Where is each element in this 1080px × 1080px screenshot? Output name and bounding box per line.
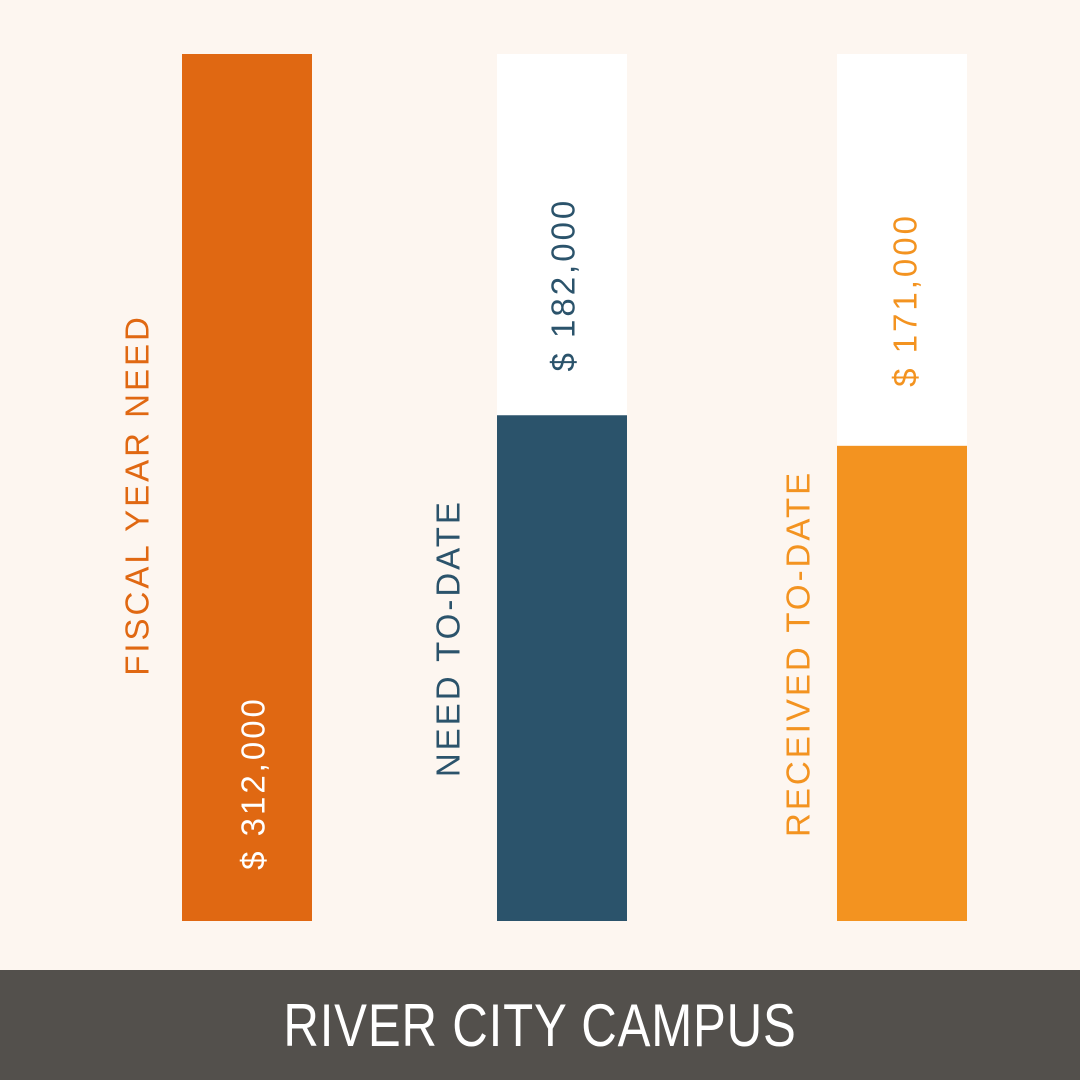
- value-label: $ 171,000: [887, 213, 924, 387]
- category-label: NEED TO-DATE: [430, 499, 467, 777]
- value-label: $ 312,000: [235, 696, 272, 870]
- category-label: FISCAL YEAR NEED: [119, 314, 156, 676]
- bar: [182, 54, 312, 921]
- campus-title: RIVER CITY CAMPUS: [283, 991, 797, 1059]
- footer-banner: RIVER CITY CAMPUS: [0, 970, 1080, 1080]
- bar-chart: FISCAL YEAR NEED $ 312,000 NEED TO-DATE $ 1…: [119, 54, 967, 921]
- value-label: $ 182,000: [545, 198, 582, 372]
- bar: [837, 445, 967, 921]
- bar: [497, 415, 627, 921]
- category-label: RECEIVED TO-DATE: [780, 470, 817, 837]
